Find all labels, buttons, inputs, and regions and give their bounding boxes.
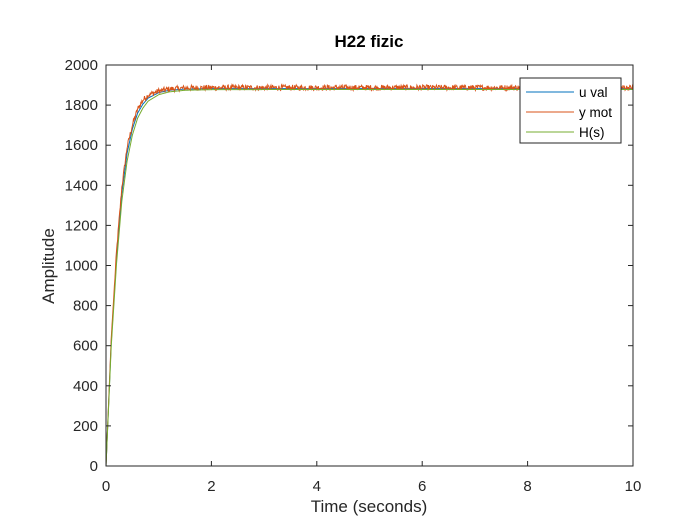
x-tick-label: 2 [207,478,215,495]
x-axis-label: Time (seconds) [311,497,428,516]
y-tick-label: 0 [90,458,98,475]
y-axis-label: Amplitude [39,228,58,304]
tick-layer: 0 2 4 6 8 10 0 200 400 600 800 1000 1200 1400 1600 1800… [65,57,642,495]
y-tick-label: 800 [73,298,98,315]
x-tick-label: 4 [313,478,321,495]
y-tick-label: 1600 [65,137,98,154]
x-tick-label: 0 [102,478,110,495]
y-tick-label: 200 [73,418,98,435]
legend-label-h-s: H(s) [579,125,605,140]
y-tick-label: 1200 [65,217,98,234]
chart-title: H22 fizic [335,32,404,51]
y-tick-label: 600 [73,338,98,355]
y-tick-label: 1800 [65,97,98,114]
legend-label-y-mot: y mot [579,105,612,120]
y-tick-label: 2000 [65,57,98,74]
x-tick-label: 6 [418,478,426,495]
y-tick-label: 400 [73,378,98,395]
x-tick-label: 8 [523,478,531,495]
legend-label-u-val: u val [579,85,608,100]
legend: u val y mot H(s) [519,77,622,144]
x-tick-label: 10 [625,478,642,495]
y-tick-label: 1000 [65,258,98,275]
y-tick-label: 1400 [65,177,98,194]
